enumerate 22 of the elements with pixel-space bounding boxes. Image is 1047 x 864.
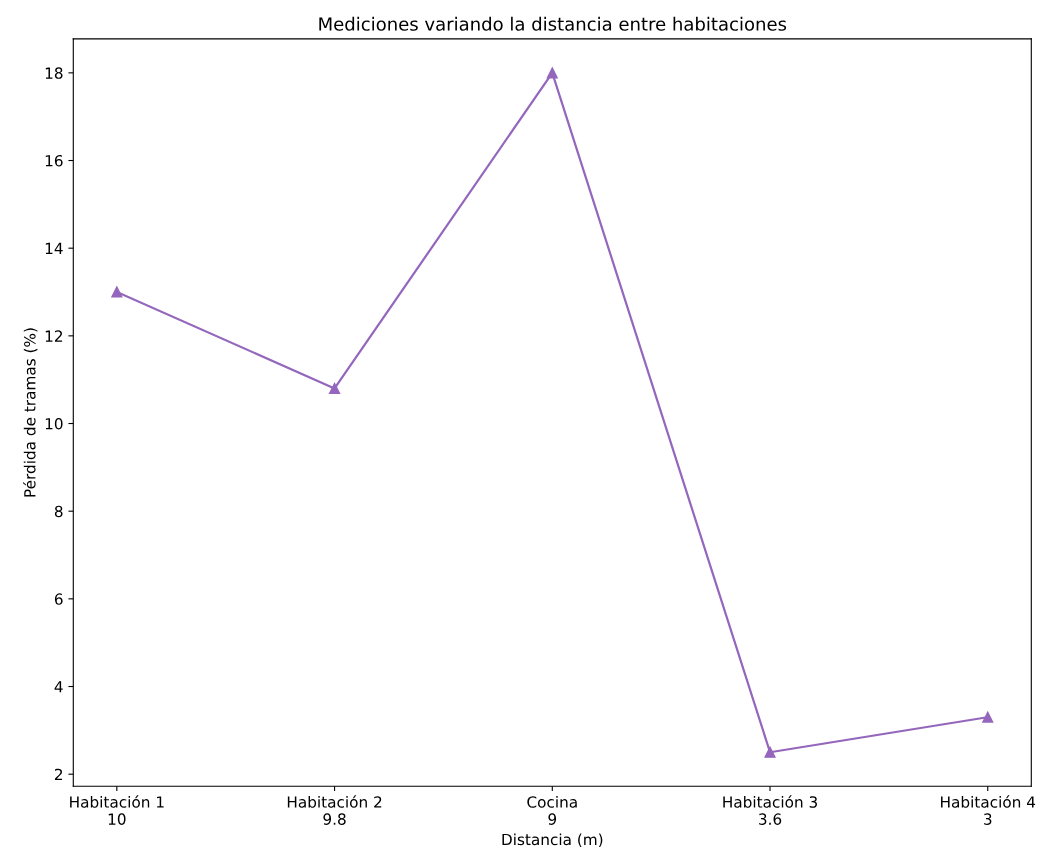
x-tick-label: Habitación 4 3	[941, 795, 1036, 825]
y-tick-label: 4	[54, 681, 63, 693]
point	[982, 711, 994, 723]
y-tick-label: 18	[45, 67, 63, 79]
y-tick-label: 8	[54, 505, 63, 518]
x-tick-label: Habitación 1 10	[70, 795, 164, 825]
point	[764, 746, 776, 758]
point	[329, 382, 341, 395]
y-tick-label: 6	[54, 593, 63, 605]
y-tick-label: 10	[45, 417, 63, 430]
y-tick-label: 14	[45, 242, 63, 254]
chart-title: Mediciones variando la distancia entre habitaciones	[319, 16, 787, 31]
y-tick-label: 16	[45, 154, 63, 167]
x-tick-label: Cocina 9	[527, 795, 577, 825]
y-tick-label: 2	[54, 768, 63, 780]
y-tick-label: 12	[45, 330, 63, 342]
x-tick-label: Habitación 3 3.6	[723, 795, 817, 825]
x-tick-label: Habitación 2 9.8	[287, 795, 382, 825]
x-axis-title: Distancia (m)	[502, 833, 603, 848]
point	[111, 286, 123, 298]
point	[546, 67, 558, 79]
y-axis-title: Pérdida de tramas (%)	[23, 328, 38, 497]
